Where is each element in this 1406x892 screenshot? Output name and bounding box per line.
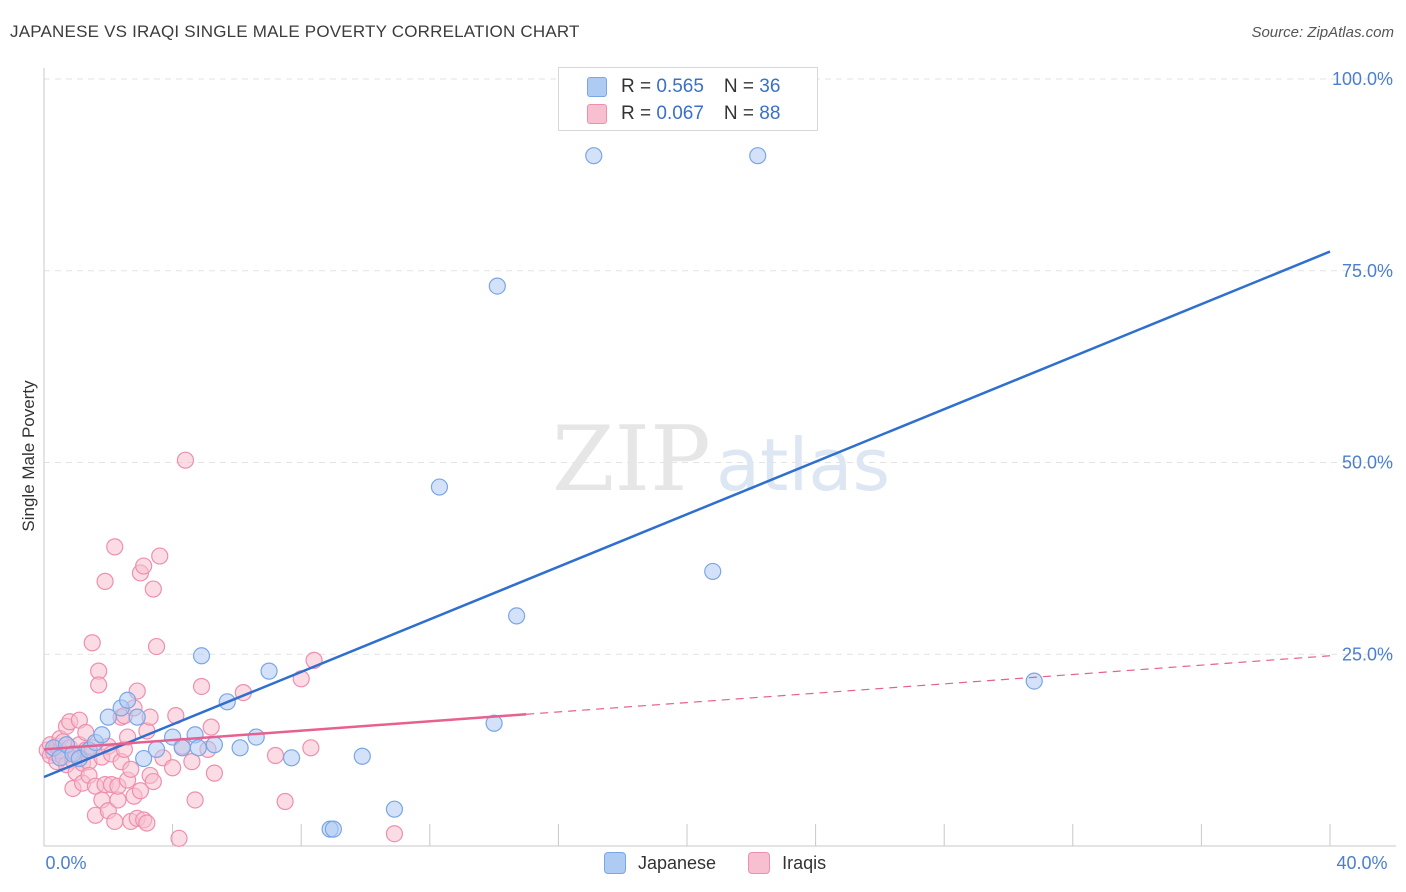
- y-tick-label: 100.0%: [1332, 69, 1393, 89]
- iraqis-point: [183, 753, 201, 771]
- japanese-point: [485, 714, 503, 732]
- iraqis-point: [96, 572, 114, 590]
- japanese-point: [205, 736, 223, 754]
- trend-lines: [43, 250, 1331, 779]
- japanese-point: [385, 800, 404, 818]
- series-japanese: [45, 147, 1043, 838]
- japanese-point: [173, 739, 191, 757]
- iraqis-point: [90, 676, 108, 694]
- iraqis-point: [144, 772, 162, 791]
- iraqis-point: [135, 557, 153, 575]
- japanese-point: [324, 820, 342, 838]
- axes: [43, 68, 1396, 847]
- japanese-point: [282, 749, 301, 767]
- iraqis-point: [202, 718, 220, 736]
- japanese-point: [189, 739, 207, 757]
- y-tick-labels: 25.0% 50.0% 75.0% 100.0%: [1332, 69, 1393, 664]
- japanese-point: [118, 691, 137, 709]
- japanese-point: [93, 726, 111, 744]
- legend-item-iraqis[interactable]: Iraqis: [748, 852, 826, 874]
- y-tick-label: 25.0%: [1342, 644, 1393, 664]
- x-tick-label-max: 40.0%: [1336, 853, 1387, 873]
- watermark-atlas: atlas: [716, 423, 890, 507]
- iraqis-point: [164, 759, 182, 777]
- series-iraqis: [38, 451, 404, 847]
- y-tick-label: 50.0%: [1342, 453, 1393, 473]
- watermark-zip: ZIP: [552, 407, 711, 512]
- japanese-point: [192, 647, 211, 665]
- japanese-point: [231, 739, 249, 757]
- japanese-point: [704, 562, 722, 581]
- japanese-point: [260, 662, 278, 680]
- x-ticks: [172, 824, 1331, 846]
- source-label: Source: ZipAtlas.com: [1251, 24, 1394, 41]
- series-legend: Japanese Iraqis: [604, 852, 858, 874]
- japanese-point: [508, 607, 526, 625]
- y-tick-label: 75.0%: [1342, 261, 1393, 281]
- y-axis-label: Single Male Poverty: [19, 380, 38, 532]
- legend-swatch-japanese: [604, 852, 626, 874]
- japanese-point: [147, 740, 166, 758]
- japanese-trend-line: [43, 250, 1331, 779]
- legend-swatch-japanese: [587, 77, 607, 97]
- legend-row-japanese: R = 0.565 N = 36: [587, 75, 780, 99]
- legend-row-iraqis: R = 0.067 N = 88: [587, 102, 780, 126]
- japanese-point: [585, 147, 603, 165]
- gridlines: [44, 78, 1396, 655]
- chart-title: JAPANESE VS IRAQI SINGLE MALE POVERTY CO…: [10, 22, 580, 41]
- japanese-point: [749, 147, 767, 165]
- japanese-point: [488, 277, 506, 295]
- iraqis-point: [302, 739, 320, 757]
- iraqis-point: [131, 782, 150, 800]
- iraqis-point: [266, 746, 285, 765]
- japanese-point: [430, 478, 449, 496]
- legend-label-iraqis: Iraqis: [782, 852, 827, 873]
- japanese-point: [353, 747, 371, 765]
- iraqis-point: [276, 792, 294, 811]
- x-tick-label-min: 0.0%: [45, 853, 86, 873]
- japanese-point: [247, 728, 265, 746]
- iraqis-point: [106, 538, 124, 556]
- japanese-point: [1025, 672, 1043, 690]
- japanese-point: [128, 708, 146, 726]
- iraqis-point: [83, 634, 101, 652]
- iraqis-point: [138, 814, 156, 832]
- legend-item-japanese[interactable]: Japanese: [604, 852, 716, 874]
- legend-swatch-iraqis: [587, 104, 607, 124]
- legend-label-japanese: Japanese: [638, 852, 717, 873]
- iraqis-point: [385, 825, 404, 843]
- legend-swatch-iraqis: [748, 852, 771, 874]
- legend-n-label: N =: [723, 76, 760, 97]
- iraqis-point: [122, 760, 140, 778]
- iraqis-point: [144, 580, 162, 598]
- legend-r-label: R =: [621, 103, 657, 124]
- iraqis-trend-line: [43, 713, 527, 751]
- iraqis-point: [192, 677, 211, 696]
- japanese-point: [99, 708, 117, 726]
- correlation-legend: R = 0.565 N = 36 R = 0.067 N = 88: [558, 67, 818, 131]
- legend-n-value: 36: [759, 76, 781, 97]
- legend-r-value: 0.565: [656, 76, 704, 97]
- iraqis-point: [151, 547, 169, 565]
- iraqis-point: [106, 812, 124, 831]
- legend-n-value: 88: [759, 103, 781, 124]
- legend-r-value: 0.067: [656, 103, 704, 124]
- iraqis-point: [147, 637, 166, 656]
- legend-n-label: N =: [723, 103, 760, 124]
- watermark: ZIP atlas: [552, 407, 890, 512]
- japanese-point: [135, 749, 153, 768]
- iraqis-point: [170, 829, 188, 847]
- legend-r-label: R =: [621, 76, 657, 97]
- iraqis-point: [186, 791, 204, 809]
- iraqis-point: [176, 451, 195, 469]
- iraqis-trend-line-dashed: [526, 655, 1331, 715]
- iraqis-point: [205, 764, 223, 782]
